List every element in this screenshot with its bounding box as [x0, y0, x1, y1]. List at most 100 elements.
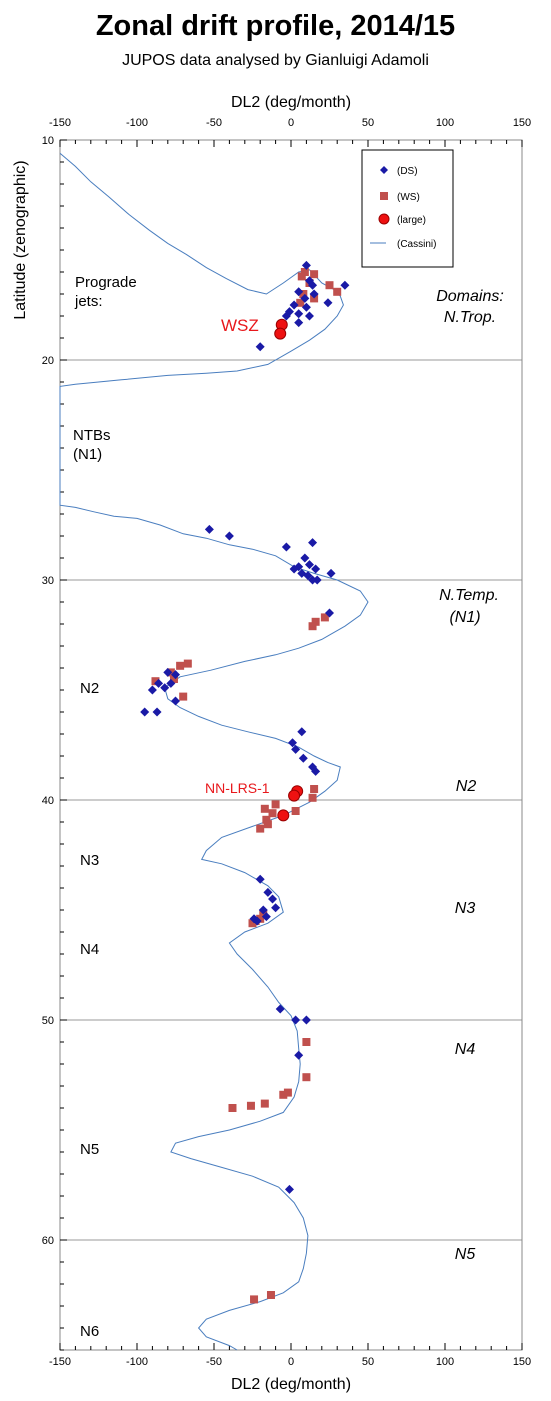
- axis-ticks: -150 -150 -100 -100 -50 -50 0 0 50 50 100 100 150 150…: [42, 117, 531, 1368]
- ws-point: [169, 675, 178, 683]
- large-point: [277, 809, 290, 822]
- ds-point: [309, 289, 319, 299]
- large-series: [274, 318, 304, 822]
- ds-point: [301, 1015, 311, 1025]
- ds-point: [311, 564, 321, 574]
- ws-point: [263, 820, 272, 829]
- cassini-profile: [59, 152, 369, 1351]
- ws-point: [325, 281, 334, 290]
- n5-left-label: N5: [80, 1141, 99, 1158]
- ds-point: [294, 1050, 304, 1060]
- ds-point: [289, 300, 299, 310]
- ds-point: [171, 696, 180, 706]
- y-tick-label: 40: [42, 795, 54, 807]
- n2-left-label: N2: [80, 680, 99, 697]
- ds-point: [312, 575, 322, 585]
- ws-point: [302, 1073, 311, 1082]
- chart-title: Zonal drift profile, 2014/15: [95, 10, 456, 42]
- ntbs-label: NTBs: [73, 427, 111, 444]
- ds-point: [326, 568, 336, 578]
- x-tick-label-bottom: 100: [436, 1356, 454, 1368]
- ds-point: [255, 342, 265, 352]
- legend-label: (WS): [397, 192, 420, 203]
- n6-left-label: N6: [80, 1323, 99, 1340]
- wsz-label: WSZ: [221, 316, 259, 335]
- ws-point: [302, 1038, 311, 1046]
- ws-point: [333, 287, 342, 296]
- n4-right-label: N4: [455, 1041, 476, 1058]
- ds-point: [291, 1015, 301, 1025]
- n3-right-label: N3: [455, 900, 476, 917]
- x-tick-label-top: 50: [362, 117, 374, 129]
- ds-point: [291, 744, 301, 754]
- ws-point: [297, 272, 306, 281]
- ds-point: [255, 874, 265, 884]
- y-axis-title: Latitude (zenographic): [12, 160, 29, 319]
- ds-series: [140, 260, 350, 1194]
- ds-point: [308, 538, 318, 548]
- ds-point: [294, 318, 304, 328]
- ws-point: [283, 1088, 292, 1097]
- ds-point: [152, 707, 162, 717]
- ds-point: [298, 753, 308, 763]
- ws-point: [271, 800, 280, 809]
- chart-subtitle: JUPOS data analysed by Gianluigi Adamoli: [122, 52, 429, 69]
- ds-point: [271, 903, 281, 913]
- ds-point: [284, 1184, 294, 1194]
- ds-point: [252, 916, 262, 926]
- x-tick-label-top: -150: [49, 117, 71, 129]
- ds-point: [166, 678, 176, 688]
- ds-point: [294, 309, 304, 319]
- ws-point: [266, 1291, 275, 1299]
- ds-point: [294, 287, 304, 297]
- n5-right-label: N5: [455, 1246, 476, 1263]
- x-tick-label-bottom: -100: [126, 1356, 148, 1368]
- prograde-label: Prograde: [75, 274, 137, 291]
- ntbs-n1-label: (N1): [73, 446, 102, 463]
- ws-point: [291, 807, 300, 815]
- ds-point: [263, 887, 273, 897]
- ds-point: [160, 683, 170, 693]
- ws-point: [262, 815, 271, 824]
- y-tick-label: 10: [42, 135, 54, 147]
- ds-point: [300, 293, 310, 303]
- ws-point: [260, 1099, 269, 1108]
- ds-point: [154, 678, 164, 688]
- legend-large-marker: [378, 213, 390, 225]
- y-tick-label: 20: [42, 355, 54, 367]
- nn-lrs-label: NN-LRS-1: [205, 780, 270, 796]
- ds-point: [300, 553, 310, 563]
- y-tick-label: 50: [42, 1015, 54, 1027]
- x-axis-title-bottom: DL2 (deg/month): [231, 1376, 351, 1393]
- ds-point: [303, 571, 313, 581]
- ds-point: [301, 302, 311, 312]
- ws-point: [299, 290, 308, 298]
- ds-point: [301, 260, 311, 270]
- y-tick-label: 60: [42, 1235, 54, 1247]
- ds-point: [261, 912, 271, 922]
- ws-point: [260, 804, 269, 813]
- ds-point: [140, 707, 150, 717]
- ws-point: [310, 270, 319, 279]
- ws-point: [176, 661, 185, 670]
- ds-point: [281, 542, 291, 552]
- ds-point: [297, 727, 307, 737]
- legend-ds-marker: [380, 166, 388, 174]
- ds-point: [163, 667, 173, 677]
- ds-point: [249, 914, 259, 924]
- ws-point: [310, 785, 319, 793]
- ws-point: [246, 1101, 255, 1110]
- ws-point: [268, 809, 277, 818]
- ds-point: [224, 531, 234, 541]
- x-tick-label-top: -50: [206, 117, 222, 129]
- ws-point: [256, 914, 265, 923]
- legend-box: [361, 149, 454, 268]
- ds-point: [171, 670, 180, 680]
- x-tick-label-top: -100: [126, 117, 148, 129]
- n2-right-label: N2: [456, 778, 477, 795]
- jets-label: jets:: [74, 293, 103, 310]
- ds-point: [258, 905, 268, 915]
- x-tick-label-bottom: 0: [288, 1356, 294, 1368]
- ws-point: [256, 824, 265, 833]
